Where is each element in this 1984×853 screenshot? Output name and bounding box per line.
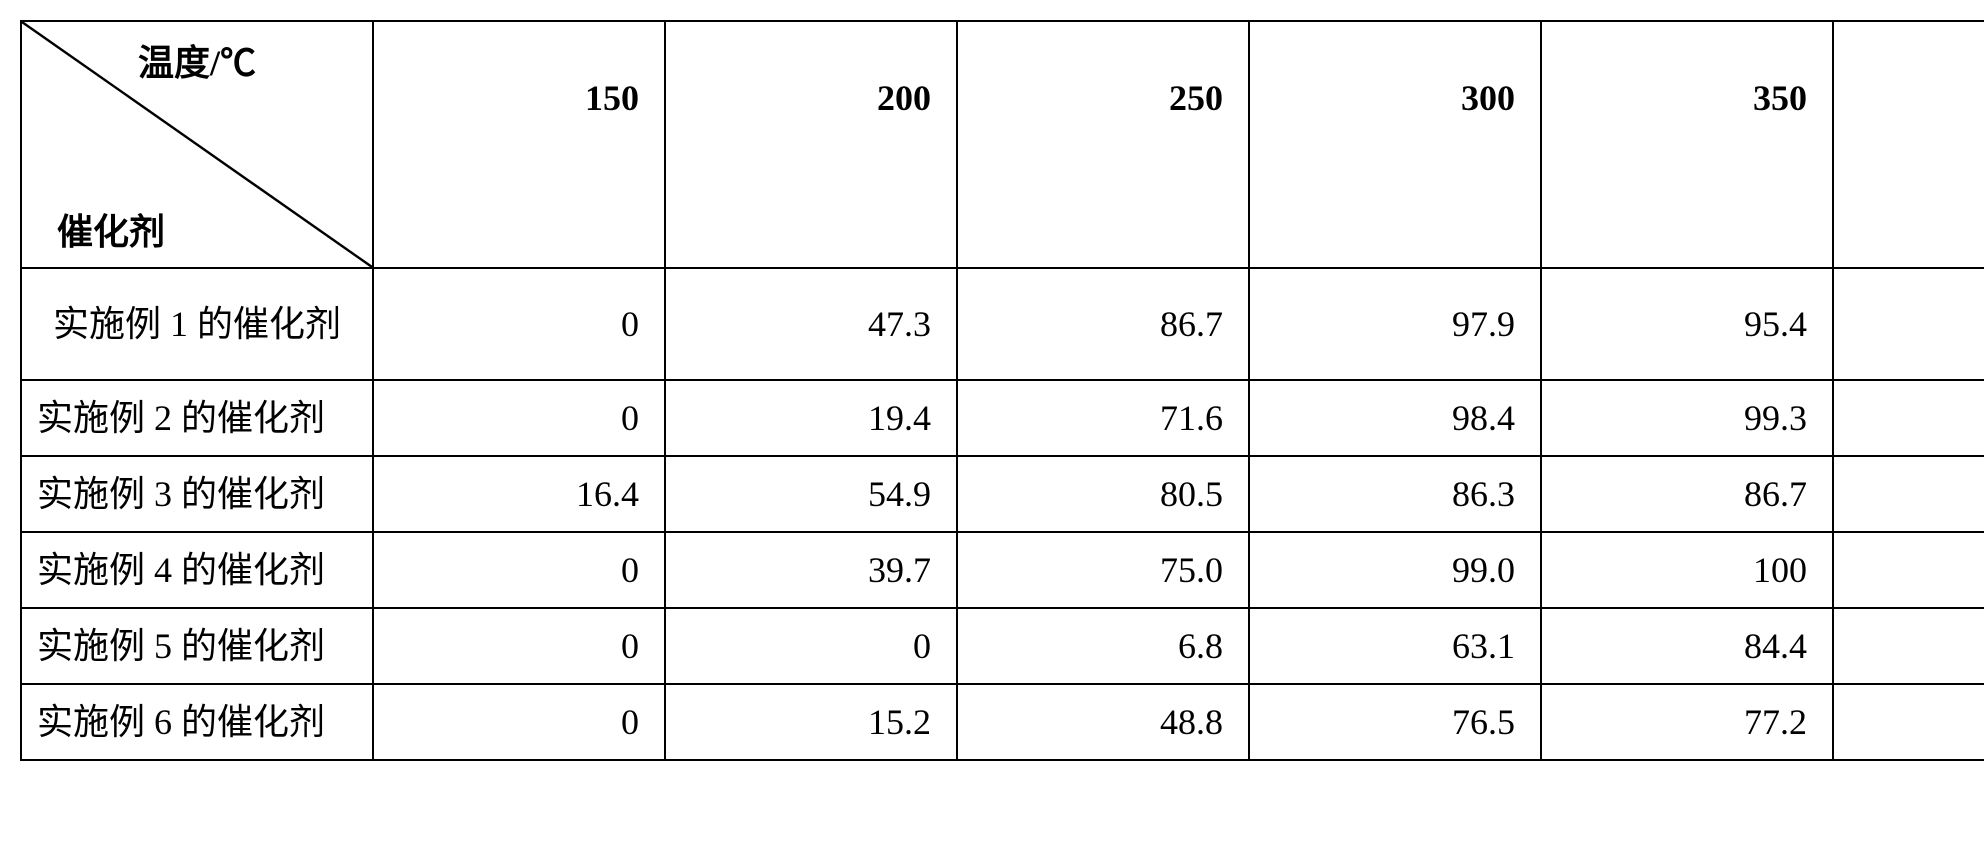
data-cell: 63.1 [1249,608,1541,684]
table-row: 实施例 3 的催化剂16.454.980.586.386.776.7 [21,456,1984,532]
data-cell: 77.2 [1833,684,1984,760]
row-label: 实施例 6 的催化剂 [21,684,373,760]
table-body: 实施例 1 的催化剂047.386.797.995.495.6实施例 2 的催化… [21,268,1984,760]
col-header-4: 350 [1541,21,1833,268]
data-cell: 95.6 [1833,268,1984,380]
data-cell: 15.2 [665,684,957,760]
data-cell: 98.4 [1833,380,1984,456]
row-label: 实施例 5 的催化剂 [21,608,373,684]
data-cell: 71.6 [957,380,1249,456]
data-cell: 0 [665,608,957,684]
data-cell: 75.0 [957,532,1249,608]
header-row: 温度/℃ 催化剂 150 200 250 300 350 400 [21,21,1984,268]
data-cell: 0 [373,608,665,684]
data-cell: 0 [373,532,665,608]
data-cell: 97.9 [1249,268,1541,380]
col-header-5: 400 [1833,21,1984,268]
data-cell: 39.7 [665,532,957,608]
row-label: 实施例 4 的催化剂 [21,532,373,608]
data-cell: 19.4 [665,380,957,456]
data-cell: 47.3 [665,268,957,380]
table-row: 实施例 2 的催化剂019.471.698.499.398.4 [21,380,1984,456]
data-cell: 80.5 [957,456,1249,532]
data-cell: 95.4 [1541,268,1833,380]
data-cell: 0 [373,268,665,380]
data-cell: 86.7 [957,268,1249,380]
data-cell: 76.5 [1249,684,1541,760]
col-header-1: 200 [665,21,957,268]
data-cell: 84.4 [1541,608,1833,684]
catalyst-temperature-table: 温度/℃ 催化剂 150 200 250 300 350 400 实施例 1 的… [20,20,1984,761]
data-cell: 83.9 [1833,608,1984,684]
data-cell: 99.3 [1541,380,1833,456]
col-header-2: 250 [957,21,1249,268]
data-cell: 99.7 [1833,532,1984,608]
data-cell: 0 [373,684,665,760]
col-header-3: 300 [1249,21,1541,268]
table-row: 实施例 4 的催化剂039.775.099.010099.7 [21,532,1984,608]
diag-header-bottom: 催化剂 [57,203,165,255]
diagonal-header-cell: 温度/℃ 催化剂 [21,21,373,268]
row-label: 实施例 1 的催化剂 [21,268,373,380]
data-cell: 48.8 [957,684,1249,760]
row-label: 实施例 2 的催化剂 [21,380,373,456]
data-cell: 86.7 [1541,456,1833,532]
data-cell: 77.2 [1541,684,1833,760]
data-cell: 16.4 [373,456,665,532]
data-cell: 100 [1541,532,1833,608]
data-cell: 98.4 [1249,380,1541,456]
table-row: 实施例 6 的催化剂015.248.876.577.277.2 [21,684,1984,760]
data-cell: 99.0 [1249,532,1541,608]
data-cell: 0 [373,380,665,456]
table-row: 实施例 5 的催化剂006.863.184.483.9 [21,608,1984,684]
data-cell: 76.7 [1833,456,1984,532]
table-row: 实施例 1 的催化剂047.386.797.995.495.6 [21,268,1984,380]
data-cell: 86.3 [1249,456,1541,532]
col-header-0: 150 [373,21,665,268]
data-cell: 6.8 [957,608,1249,684]
data-cell: 54.9 [665,456,957,532]
diag-header-top: 温度/℃ [22,34,372,86]
row-label: 实施例 3 的催化剂 [21,456,373,532]
